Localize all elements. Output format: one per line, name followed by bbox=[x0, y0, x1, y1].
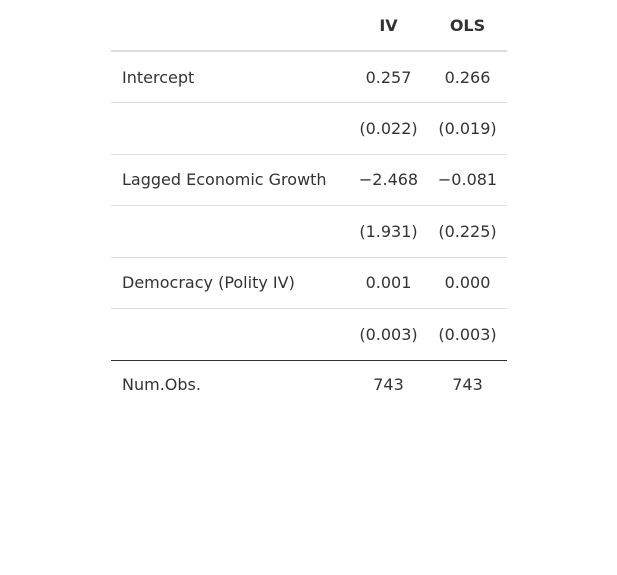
header-empty bbox=[111, 0, 349, 52]
row-label bbox=[111, 308, 349, 360]
ols-value: (0.019) bbox=[428, 102, 507, 154]
ols-value: (0.003) bbox=[428, 308, 507, 360]
table-footer: Num.Obs. 743 743 bbox=[111, 359, 507, 409]
table-row: (1.931) (0.225) bbox=[111, 205, 507, 257]
header-ols: OLS bbox=[428, 0, 507, 52]
iv-value: (0.022) bbox=[349, 102, 428, 154]
table-header: IV OLS bbox=[111, 0, 507, 52]
table-row: (0.003) (0.003) bbox=[111, 308, 507, 360]
table-row: Democracy (Polity IV) 0.001 0.000 bbox=[111, 256, 507, 309]
ols-value: 0.000 bbox=[428, 256, 507, 309]
iv-value: (0.003) bbox=[349, 308, 428, 360]
iv-value: 0.001 bbox=[349, 256, 428, 309]
footer-row: Num.Obs. 743 743 bbox=[111, 359, 507, 409]
table-row: Lagged Economic Growth −2.468 −0.081 bbox=[111, 153, 507, 206]
iv-value: 0.257 bbox=[365, 67, 412, 87]
row-label: Lagged Economic Growth bbox=[111, 153, 349, 206]
row-label bbox=[111, 205, 349, 257]
ols-value: 0.266 bbox=[444, 67, 491, 87]
table-row: (0.022) (0.019) bbox=[111, 102, 507, 154]
num-obs-ols: 743 bbox=[428, 359, 507, 409]
header-row: IV OLS bbox=[111, 0, 507, 52]
num-obs-iv: 743 bbox=[349, 359, 428, 409]
iv-value: −2.468 bbox=[349, 153, 428, 206]
row-label: Democracy (Polity IV) bbox=[111, 256, 349, 309]
iv-value: (1.931) bbox=[349, 205, 428, 257]
num-obs-label: Num.Obs. bbox=[111, 359, 349, 409]
ols-value: −0.081 bbox=[428, 153, 507, 206]
row-label: Intercept bbox=[122, 67, 195, 87]
ols-value: (0.225) bbox=[428, 205, 507, 257]
row-label bbox=[111, 102, 349, 154]
regression-table: IV OLS Intercept 0.257 0.266 (0.022) (0.… bbox=[111, 0, 507, 409]
table-body: Intercept 0.257 0.266 (0.022) (0.019) La… bbox=[111, 51, 507, 360]
table-row: Intercept 0.257 0.266 bbox=[111, 51, 507, 103]
header-iv: IV bbox=[349, 0, 428, 52]
